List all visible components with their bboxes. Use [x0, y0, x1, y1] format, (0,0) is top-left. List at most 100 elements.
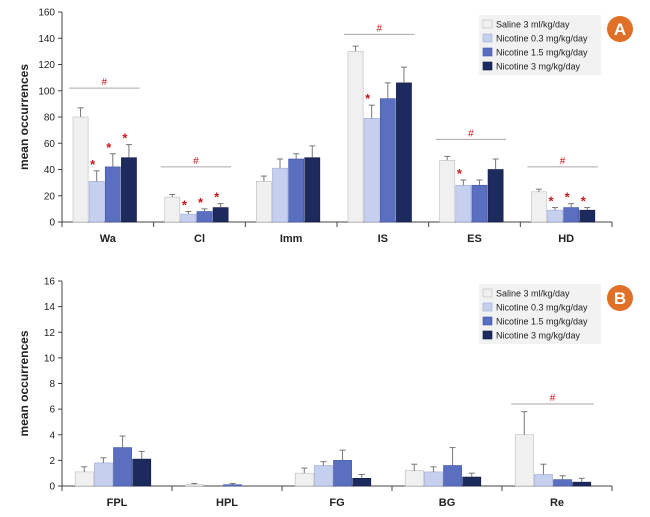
- legend-swatch: [482, 316, 493, 326]
- legend-swatch: [482, 302, 493, 312]
- bar: [294, 472, 314, 487]
- legend-label: Nicotine 0.3 mg/kg/day: [496, 34, 588, 44]
- bar: [132, 458, 152, 487]
- category-label: ES: [467, 233, 482, 245]
- bar: [579, 209, 596, 223]
- significance-star: *: [90, 157, 96, 172]
- legend-label: Nicotine 1.5 mg/kg/day: [496, 317, 588, 327]
- bar: [184, 484, 204, 487]
- bar: [88, 181, 105, 223]
- y-tick-label: 80: [44, 113, 56, 124]
- bar: [553, 479, 572, 487]
- bar: [572, 481, 592, 487]
- category-label: Wa: [100, 233, 117, 245]
- bar: [72, 116, 89, 223]
- y-axis-label: mean occurrences: [17, 330, 31, 436]
- bar: [471, 184, 488, 223]
- bar: [212, 207, 229, 223]
- y-tick-label: 120: [38, 60, 55, 71]
- hash-label: #: [376, 23, 382, 34]
- category-label: Imm: [280, 233, 303, 245]
- chart-panel-a: 0 20 40 60 80 100 120 140 160 Wa Cl Imm IS ES HD mean o…: [17, 8, 633, 245]
- panel-badge: [607, 16, 633, 42]
- significance-star: *: [365, 91, 371, 106]
- y-tick-label: 40: [44, 165, 56, 176]
- legend-box: [479, 284, 601, 344]
- category-label: HD: [558, 233, 574, 245]
- y-tick-label: 0: [49, 218, 55, 229]
- bar: [272, 167, 288, 223]
- bar: [487, 169, 504, 223]
- y-tick-label: 160: [38, 8, 55, 19]
- legend-label: Nicotine 3 mg/kg/day: [496, 62, 581, 72]
- legend-label: Nicotine 3 mg/kg/day: [496, 331, 581, 341]
- bar: [379, 98, 396, 223]
- legend-label: Nicotine 1.5 mg/kg/day: [496, 48, 588, 58]
- bar: [74, 471, 94, 487]
- y-tick-label: 8: [49, 379, 55, 390]
- category-label: IS: [378, 233, 388, 245]
- bar: [531, 191, 547, 223]
- panel-badge-label: B: [614, 289, 626, 308]
- bar: [443, 465, 462, 487]
- y-tick-label: 14: [44, 302, 56, 313]
- bar: [363, 118, 380, 223]
- legend-label: Nicotine 0.3 mg/kg/day: [496, 303, 588, 313]
- hash-label: #: [560, 156, 566, 167]
- significance-star: *: [198, 195, 204, 210]
- bar: [304, 157, 321, 223]
- category-label: FG: [329, 497, 344, 509]
- category-label: Re: [550, 497, 564, 509]
- bar: [113, 447, 132, 487]
- bar: [424, 471, 443, 487]
- bar: [180, 213, 197, 223]
- legend-swatch: [482, 288, 493, 298]
- hash-label: #: [468, 128, 474, 139]
- bar: [439, 160, 456, 223]
- legend-swatch: [482, 33, 493, 43]
- y-tick-label: 4: [49, 430, 55, 441]
- significance-star: *: [581, 194, 587, 209]
- panel-badge: [607, 285, 633, 311]
- legend-swatch: [482, 330, 493, 340]
- bar: [352, 478, 372, 487]
- legend-swatch: [482, 19, 493, 29]
- bar: [196, 211, 213, 223]
- significance-star: *: [457, 166, 463, 181]
- bar: [104, 166, 121, 223]
- y-tick-label: 2: [49, 456, 55, 467]
- category-label: BG: [439, 497, 456, 509]
- bar: [462, 476, 482, 487]
- hash-label: #: [550, 393, 556, 404]
- bar: [256, 181, 272, 223]
- significance-star: *: [182, 198, 188, 213]
- y-tick-label: 140: [38, 34, 55, 45]
- significance-star: *: [122, 131, 128, 146]
- bar: [534, 474, 553, 487]
- bar: [223, 484, 242, 487]
- y-tick-label: 16: [44, 277, 56, 288]
- y-tick-label: 12: [44, 328, 56, 339]
- significance-star: *: [106, 140, 112, 155]
- y-tick-label: 10: [44, 353, 56, 364]
- bar: [455, 184, 472, 223]
- significance-star: *: [565, 190, 571, 205]
- bar: [404, 470, 424, 487]
- bar: [547, 209, 563, 223]
- bar: [314, 465, 333, 487]
- category-label: FPL: [107, 497, 128, 509]
- y-tick-label: 6: [49, 405, 55, 416]
- bar: [94, 462, 113, 487]
- chart-panel-b: 0 2 4 6 8 10 12 14 16 FPL HPL FG BG Re mean occurrence…: [17, 277, 633, 509]
- hash-label: #: [101, 77, 107, 88]
- y-tick-label: 20: [44, 191, 56, 202]
- y-tick-label: 0: [49, 482, 55, 493]
- bar: [164, 196, 181, 223]
- bar: [396, 82, 412, 223]
- y-tick-label: 100: [38, 86, 55, 97]
- category-label: HPL: [216, 497, 238, 509]
- legend-label: Saline 3 ml/kg/day: [496, 20, 570, 30]
- y-axis-label: mean occurrences: [17, 64, 31, 170]
- significance-star: *: [548, 194, 554, 209]
